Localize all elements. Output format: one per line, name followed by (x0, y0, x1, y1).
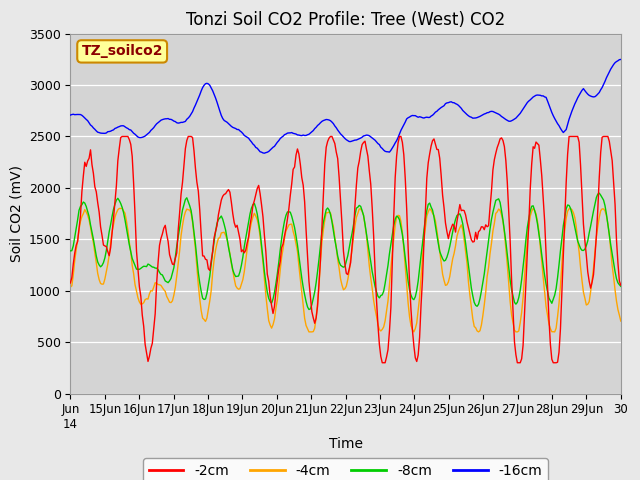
X-axis label: Time: Time (328, 437, 363, 451)
Text: TZ_soilco2: TZ_soilco2 (81, 44, 163, 59)
Y-axis label: Soil CO2 (mV): Soil CO2 (mV) (9, 165, 23, 262)
Title: Tonzi Soil CO2 Profile: Tree (West) CO2: Tonzi Soil CO2 Profile: Tree (West) CO2 (186, 11, 505, 29)
Legend: -2cm, -4cm, -8cm, -16cm: -2cm, -4cm, -8cm, -16cm (143, 458, 548, 480)
